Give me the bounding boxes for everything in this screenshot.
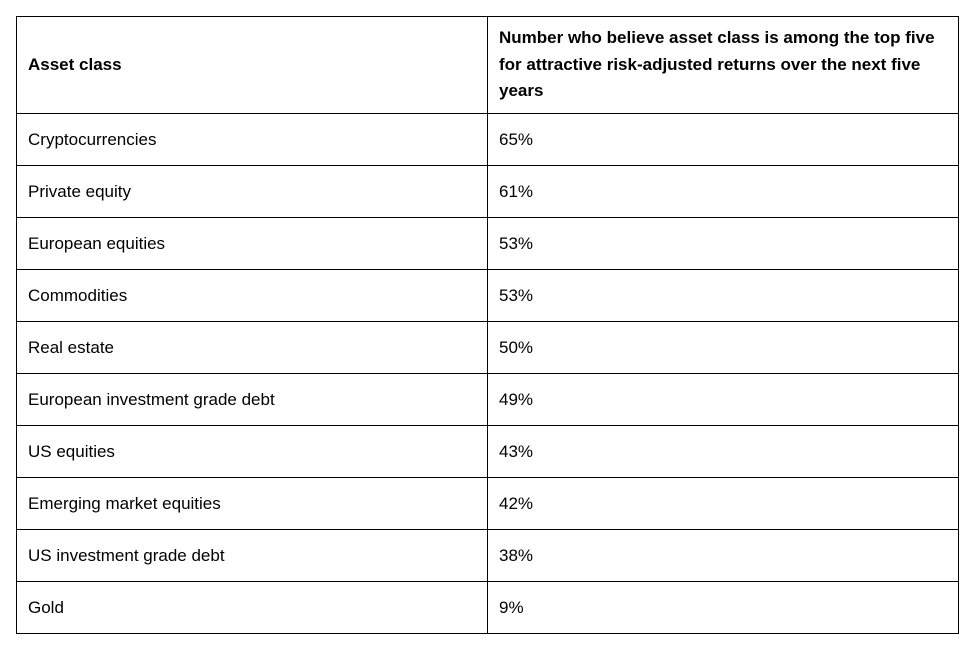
table-row: Private equity 61% xyxy=(16,165,959,218)
table-row: Gold 9% xyxy=(16,581,959,634)
table-row: Cryptocurrencies 65% xyxy=(16,113,959,166)
asset-class-cell: European equities xyxy=(16,217,488,270)
percentage-cell: 61% xyxy=(487,165,959,218)
header-percentage: Number who believe asset class is among … xyxy=(487,16,959,114)
table-body: Cryptocurrencies 65% Private equity 61% Euro… xyxy=(16,113,959,634)
percentage-cell: 53% xyxy=(487,217,959,270)
header-row: Asset class Number who believe asset cla… xyxy=(16,16,959,114)
table-row: European equities 53% xyxy=(16,217,959,270)
percentage-cell: 65% xyxy=(487,113,959,166)
asset-class-cell: Real estate xyxy=(16,321,488,374)
table-row: Commodities 53% xyxy=(16,269,959,322)
table-row: US equities 43% xyxy=(16,425,959,478)
table-row: Emerging market equities 42% xyxy=(16,477,959,530)
asset-class-cell: Gold xyxy=(16,581,488,634)
percentage-cell: 50% xyxy=(487,321,959,374)
percentage-cell: 49% xyxy=(487,373,959,426)
asset-class-cell: European investment grade debt xyxy=(16,373,488,426)
percentage-cell: 53% xyxy=(487,269,959,322)
asset-class-cell: Emerging market equities xyxy=(16,477,488,530)
table-row: US investment grade debt 38% xyxy=(16,529,959,582)
asset-class-cell: Commodities xyxy=(16,269,488,322)
asset-class-cell: Private equity xyxy=(16,165,488,218)
asset-class-cell: US investment grade debt xyxy=(16,529,488,582)
table-row: European investment grade debt 49% xyxy=(16,373,959,426)
percentage-cell: 42% xyxy=(487,477,959,530)
percentage-cell: 38% xyxy=(487,529,959,582)
asset-class-cell: US equities xyxy=(16,425,488,478)
percentage-cell: 43% xyxy=(487,425,959,478)
asset-class-table: Asset class Number who believe asset cla… xyxy=(16,16,959,634)
asset-class-cell: Cryptocurrencies xyxy=(16,113,488,166)
table-row: Real estate 50% xyxy=(16,321,959,374)
header-asset-class: Asset class xyxy=(16,16,488,114)
percentage-cell: 9% xyxy=(487,581,959,634)
